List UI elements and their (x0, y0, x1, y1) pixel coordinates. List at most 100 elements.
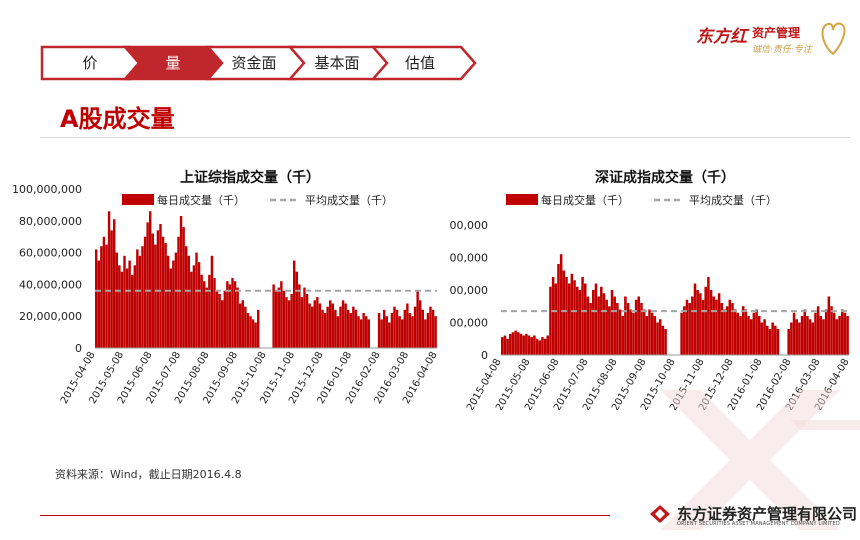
volume-bar (736, 312, 740, 355)
volume-bar (205, 287, 208, 348)
y-tick-label: 40,000,000 (19, 278, 82, 291)
volume-bar (138, 255, 142, 348)
tab-price[interactable]: 价 (82, 54, 98, 72)
volume-bar (525, 333, 528, 355)
volume-bar (383, 309, 386, 348)
volume-bar (712, 296, 716, 355)
volume-bar (720, 303, 724, 355)
volume-bar (581, 277, 584, 355)
volume-bar (605, 299, 608, 355)
volume-bar (707, 277, 710, 355)
volume-bar (517, 332, 520, 355)
volume-bar (535, 338, 539, 355)
logo-brand-text: 东方红 (696, 27, 747, 47)
volume-bar (731, 303, 734, 355)
volume-bar (233, 281, 237, 348)
volume-bar (559, 254, 563, 355)
footer-company-name: 东方证券资产管理有限公司 (677, 505, 858, 523)
volume-bar (293, 260, 296, 348)
volume-bar (656, 322, 659, 355)
volume-bar (128, 260, 131, 348)
volume-bar (125, 268, 129, 348)
volume-bar (318, 303, 322, 348)
volume-bar (653, 316, 657, 355)
volume-bar (416, 290, 419, 348)
volume-bar (419, 300, 422, 348)
volume-bar (725, 306, 729, 355)
volume-bar (295, 271, 298, 348)
volume-bar (421, 309, 424, 348)
volume-bar (629, 309, 633, 355)
volume-bar (680, 312, 683, 355)
volume-bar (226, 281, 229, 348)
volume-bar (401, 319, 404, 348)
volume-bar (610, 290, 614, 355)
volume-bar (131, 274, 134, 348)
volume-bar (642, 309, 646, 355)
volume-bar (608, 306, 611, 355)
volume-bar (385, 316, 388, 348)
volume-bar (275, 290, 278, 348)
volume-bar (803, 309, 807, 355)
volume-bar (557, 264, 560, 355)
volume-bar (172, 260, 175, 348)
volume-bar (393, 306, 396, 348)
volume-bar (840, 309, 844, 355)
volume-bar (277, 287, 280, 348)
y-tick-label: 60,000,000 (19, 247, 82, 260)
volume-bar (699, 293, 702, 355)
volume-bar (749, 319, 753, 355)
tab-fundamentals[interactable]: 基本面 (314, 54, 360, 72)
legend-line-label: 平均成交量（千） (305, 193, 393, 207)
volume-bar (303, 287, 306, 348)
tab-funding[interactable]: 资金面 (231, 54, 277, 72)
volume-bar (390, 313, 394, 348)
tab-valuation[interactable]: 估值 (404, 54, 435, 72)
volume-bar (133, 265, 136, 348)
volume-bar (530, 337, 533, 355)
volume-bar (159, 223, 162, 348)
volume-bar (592, 290, 595, 355)
volume-bar (352, 306, 355, 348)
volume-bar (179, 216, 183, 348)
volume-bar (218, 293, 221, 348)
volume-bar (403, 309, 406, 348)
volume-bar (246, 313, 250, 348)
volume-bar (533, 335, 536, 355)
volume-bar (739, 316, 742, 355)
volume-bar (406, 303, 409, 348)
volume-bar (203, 281, 206, 348)
volume-bar (626, 303, 630, 355)
volume-bar (156, 230, 160, 348)
volume-bar (760, 322, 764, 355)
volume-bar (136, 249, 139, 348)
volume-bar (143, 236, 147, 348)
volume-bar (365, 316, 368, 348)
volume-bar (766, 325, 769, 355)
volume-bar (280, 281, 283, 348)
legend-bar-label: 每日成交量（千） (541, 193, 629, 207)
volume-bar (594, 283, 598, 355)
volume-bar (704, 286, 707, 355)
volume-bar (177, 236, 180, 348)
volume-bar (200, 274, 203, 348)
volume-bar (645, 316, 649, 355)
volume-bar (380, 319, 383, 348)
volume-bar (757, 316, 761, 355)
volume-bar (506, 338, 509, 355)
volume-bar (795, 319, 798, 355)
volume-bar (685, 299, 689, 355)
tab-volume[interactable]: 量 (165, 54, 181, 72)
volume-bar (431, 309, 435, 348)
volume-bar (411, 316, 414, 348)
volume-bar (800, 316, 804, 355)
volume-bar (241, 300, 244, 348)
volume-bar (424, 319, 427, 348)
volume-bar (102, 236, 106, 348)
volume-bar (747, 316, 750, 355)
volume-bar (208, 274, 211, 348)
volume-bar (239, 303, 242, 348)
volume-bar (357, 316, 360, 348)
volume-bar (583, 283, 587, 355)
volume-bar (774, 325, 777, 355)
